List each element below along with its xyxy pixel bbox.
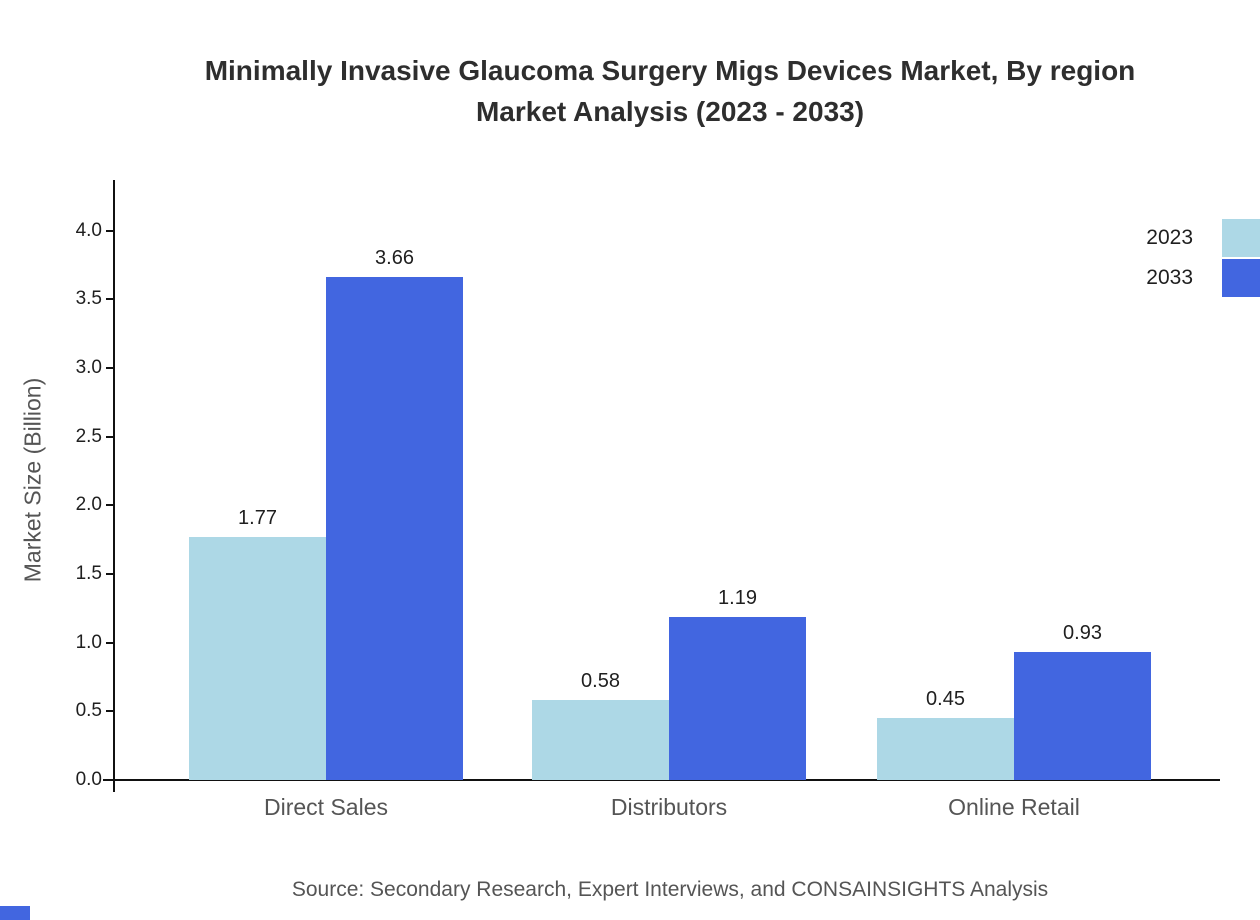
y-tick-mark [106, 229, 115, 232]
bar-value-label: 0.93 [1063, 622, 1102, 644]
y-tick-mark [106, 779, 115, 781]
category-label: Distributors [610, 794, 728, 820]
y-tick-mark [106, 504, 115, 507]
legend-swatch [1222, 259, 1260, 297]
y-tick-mark [106, 435, 115, 438]
y-tick-mark [106, 641, 115, 644]
y-tick-label: 2.0 [75, 494, 102, 516]
legend-label: 2033 [1146, 266, 1193, 289]
y-tick-label: 2.5 [75, 425, 102, 447]
category-label: Direct Sales [264, 794, 388, 820]
bar-value-label: 3.66 [375, 247, 414, 269]
y-tick-mark [106, 573, 115, 576]
brand-logo-corner [0, 906, 30, 920]
bar-2023 [877, 718, 1014, 780]
bar-2023 [189, 537, 326, 780]
y-tick-mark [106, 710, 115, 713]
legend: 2023 2033 [1146, 218, 1260, 298]
y-tick-label: 0.5 [75, 700, 102, 722]
legend-item: 2033 [1146, 258, 1260, 298]
bar-value-label: 0.58 [581, 670, 620, 692]
y-tick-label: 3.5 [75, 288, 102, 310]
y-tick-label: 1.0 [75, 631, 102, 653]
y-tick-label: 1.5 [75, 563, 102, 585]
chart-title-line2: Market Analysis (2023 - 2033) [475, 96, 865, 127]
source-text: Source: Secondary Research, Expert Inter… [291, 878, 1049, 901]
bar-2033 [669, 617, 806, 780]
bar-value-label: 0.45 [926, 688, 965, 710]
bar-value-label: 1.19 [718, 587, 757, 609]
bar-2023 [532, 700, 669, 780]
y-tick-label: 3.0 [75, 357, 102, 379]
y-tick-mark [106, 367, 115, 370]
legend-label: 2023 [1146, 226, 1193, 249]
y-axis-line [113, 180, 115, 792]
y-tick-label: 0.0 [75, 769, 102, 790]
bar-value-label: 1.77 [238, 507, 277, 529]
category-label: Online Retail [948, 794, 1080, 820]
legend-swatch [1222, 219, 1260, 257]
y-tick-label: 4.0 [75, 219, 102, 241]
bar-2033 [326, 277, 463, 780]
chart-title: Minimally Invasive Glaucoma Surgery Migs… [80, 50, 1260, 132]
chart-title-line1: Minimally Invasive Glaucoma Surgery Migs… [204, 55, 1136, 86]
y-tick-mark [106, 298, 115, 301]
x-axis-line [103, 779, 1220, 781]
legend-item: 2023 [1146, 218, 1260, 258]
bar-2033 [1014, 652, 1151, 780]
